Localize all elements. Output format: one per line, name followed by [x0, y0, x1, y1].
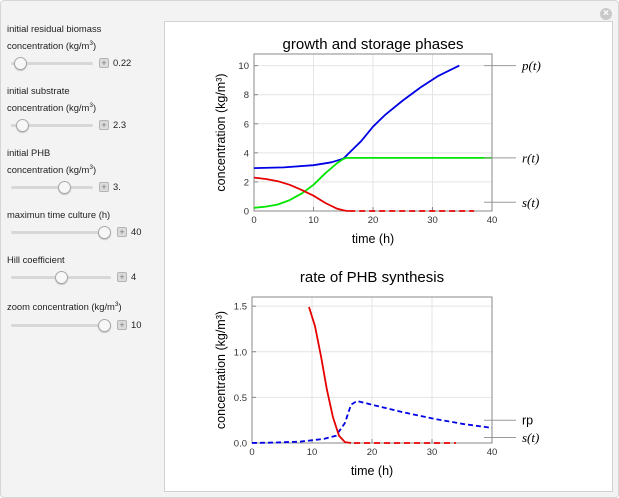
plot-panel: growth and storage phases 0 10 20 30 40 0 2 4 6 8 1…: [164, 21, 613, 492]
x-tick-label: 30: [427, 215, 438, 226]
y-tick-label: 0.0: [234, 439, 247, 450]
slider[interactable]: +40: [7, 224, 157, 240]
x-tick-label: 0: [249, 447, 254, 458]
slider-track[interactable]: [11, 62, 93, 66]
x-tick-label: 30: [427, 447, 438, 458]
control-label: zoom concentration (kg/m3): [7, 301, 122, 313]
slider-track[interactable]: [11, 124, 93, 128]
x-tick-label: 10: [308, 215, 319, 226]
x-tick-label: 10: [307, 447, 318, 458]
series-line: [308, 306, 352, 444]
slider-thumb[interactable]: [14, 57, 28, 71]
y-tick-label: 1.0: [234, 347, 247, 358]
control-label: concentration (kg/m3): [7, 102, 97, 114]
x-tick-label: 0: [251, 215, 256, 226]
plots-svg: growth and storage phases 0 10 20 30 40 0 2 4 6 8 1…: [214, 36, 541, 478]
slider-track[interactable]: [11, 186, 93, 190]
slider-track[interactable]: [11, 231, 111, 235]
y-axis-label: concentration (kg/m³): [214, 73, 228, 191]
expand-icon[interactable]: +: [117, 319, 127, 330]
y-tick-label: 0.5: [234, 393, 247, 404]
series-line: [253, 176, 350, 212]
control-label: maximun time culture (h): [7, 209, 111, 221]
slider-thumb[interactable]: [15, 119, 29, 133]
y-tick-label: 1.5: [234, 302, 247, 313]
y-tick-label: 10: [238, 61, 249, 72]
expand-icon[interactable]: +: [117, 272, 127, 283]
series-line: [251, 400, 493, 444]
slider-value: 2.3: [113, 119, 127, 131]
slider[interactable]: +4: [7, 269, 157, 285]
control-0: initial residual biomass concentration (k…: [7, 21, 157, 71]
chart-title: rate of PHB synthesis: [300, 269, 444, 286]
slider-value: 10: [131, 318, 142, 330]
y-tick-label: 0: [244, 207, 249, 218]
control-2: initial PHB concentration (kg/m3) +3.: [7, 145, 157, 195]
control-label: initial substrate: [7, 85, 70, 97]
x-axis-label: time (h): [352, 232, 394, 246]
slider[interactable]: +0.22: [7, 55, 157, 71]
control-label: concentration (kg/m3): [7, 164, 97, 176]
control-label: initial residual biomass: [7, 23, 102, 34]
slider-track[interactable]: [11, 323, 111, 327]
plot-frame: [251, 296, 493, 444]
expand-icon[interactable]: +: [99, 182, 109, 193]
slider[interactable]: +3.: [7, 179, 157, 195]
slider-thumb[interactable]: [57, 181, 71, 195]
slider[interactable]: +10: [7, 317, 157, 333]
slider-thumb[interactable]: [98, 226, 111, 240]
slider-value: 0.22: [113, 57, 132, 69]
chart-title: growth and storage phases: [283, 36, 464, 53]
series-line: [253, 156, 492, 209]
close-icon[interactable]: ×: [600, 8, 612, 20]
control-4: Hill coefficient +4: [7, 252, 157, 285]
x-axis-label: time (h): [351, 464, 393, 478]
curve-label: s(t): [522, 430, 539, 445]
control-label: Hill coefficient: [7, 254, 65, 266]
y-axis-label: concentration (kg/m³): [214, 311, 228, 429]
controls-panel: initial residual biomass concentration (k…: [7, 21, 157, 345]
control-label: concentration (kg/m3): [7, 40, 97, 52]
slider-value: 4: [131, 271, 137, 283]
slider-value: 3.: [113, 181, 121, 193]
curve-label: s(t): [522, 195, 539, 210]
y-tick-label: 4: [244, 148, 249, 159]
y-tick-label: 2: [244, 177, 249, 188]
control-1: initial substrate concentration (kg/m3) +2…: [7, 83, 157, 133]
series-line: [253, 64, 460, 169]
control-3: maximun time culture (h) +40: [7, 207, 157, 240]
control-5: zoom concentration (kg/m3) +10: [7, 297, 157, 332]
x-tick-label: 40: [487, 215, 498, 226]
slider-thumb[interactable]: [54, 271, 68, 285]
slider[interactable]: +2.3: [7, 117, 157, 133]
expand-icon[interactable]: +: [99, 58, 109, 69]
expand-icon[interactable]: +: [117, 227, 127, 238]
slider-value: 40: [131, 226, 142, 238]
y-tick-label: 8: [244, 90, 249, 101]
x-tick-label: 20: [367, 447, 378, 458]
curve-label: r(t): [522, 150, 539, 165]
curve-label: p(t): [521, 58, 541, 73]
slider-thumb[interactable]: [98, 318, 111, 332]
expand-icon[interactable]: +: [99, 120, 109, 131]
control-label: initial PHB: [7, 147, 51, 159]
y-tick-label: 6: [244, 119, 249, 130]
curve-label: rp: [522, 414, 533, 428]
x-tick-label: 40: [487, 447, 498, 458]
x-tick-label: 20: [368, 215, 379, 226]
